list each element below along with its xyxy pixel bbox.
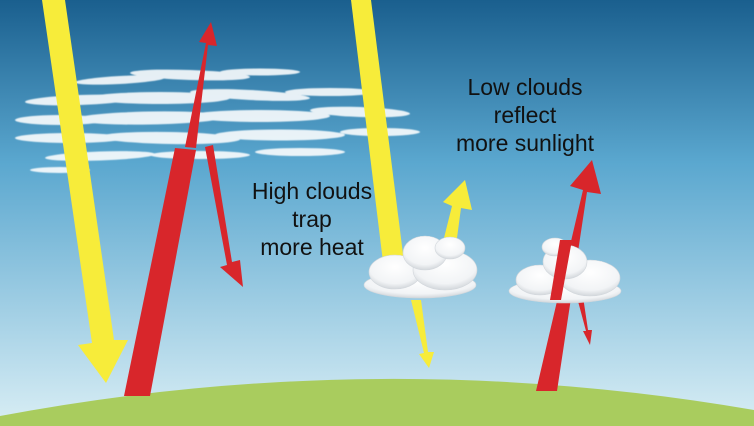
low-clouds-label: Low clouds reflect more sunlight (440, 73, 610, 157)
heat-arrow-icon (185, 22, 217, 148)
cirrus-cloud-icon (15, 68, 420, 173)
low-clouds-line-3: more sunlight (455, 130, 595, 156)
high-clouds-line-2: trap (292, 206, 332, 232)
high-clouds-line-1: High clouds (251, 178, 373, 204)
sunlight-arrow-icon (42, 0, 128, 383)
sunlight-arrow-icon (351, 0, 404, 262)
low-clouds-line-2: reflect (493, 102, 557, 128)
cloud-icon (363, 235, 478, 299)
heat-arrow-icon (124, 148, 196, 396)
ground (0, 378, 754, 426)
low-clouds-line-1: Low clouds (467, 74, 583, 100)
high-clouds-label: High clouds trap more heat (232, 177, 392, 261)
heat-arrow-icon (205, 145, 243, 287)
sunlight-arrow-icon (411, 300, 434, 368)
heat-arrow-icon (575, 290, 592, 345)
high-clouds-line-3: more heat (260, 234, 364, 260)
heat-arrow-icon (550, 240, 572, 300)
reflected-sunlight-arrow-icon (443, 180, 472, 238)
